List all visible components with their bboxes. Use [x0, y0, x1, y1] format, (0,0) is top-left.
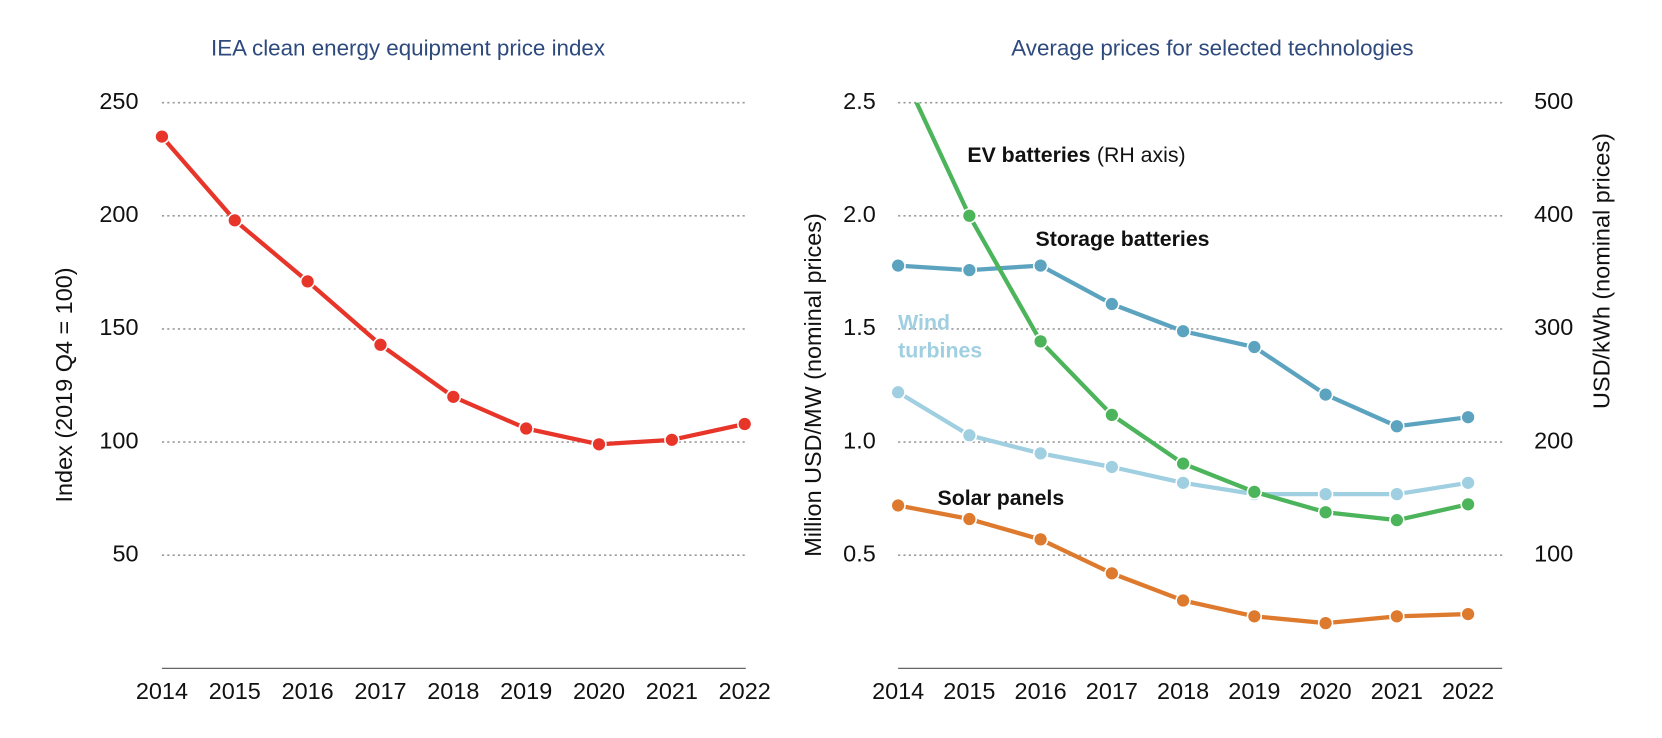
point	[154, 128, 170, 145]
point	[372, 337, 389, 353]
point	[1460, 496, 1476, 513]
y-tick-label: 2.5	[843, 88, 876, 114]
point	[445, 389, 462, 405]
point	[1389, 608, 1405, 625]
x-tick-label: 2015	[943, 678, 995, 704]
series-name: EV batteries	[967, 143, 1090, 167]
point	[1317, 504, 1334, 520]
y-tick-label: 1.5	[843, 314, 876, 340]
point	[961, 262, 978, 278]
y-tick-label: 0.5	[843, 540, 876, 566]
y2-axis-label: USD/kWh (nominal prices)	[1589, 133, 1615, 409]
point	[890, 257, 906, 274]
x-tick-label: 2021	[1371, 678, 1423, 704]
point	[1317, 615, 1334, 631]
x-tick-label: 2015	[209, 678, 261, 704]
point	[518, 420, 534, 437]
point	[1389, 486, 1405, 502]
point	[1175, 455, 1191, 472]
line	[914, 102, 1469, 523]
x-tick-label: 2018	[427, 678, 479, 704]
y-axis-label: Million USD/MW (nominal prices)	[800, 213, 826, 557]
point	[1460, 409, 1476, 425]
point	[891, 56, 905, 70]
x-tick-label: 2020	[1300, 678, 1352, 704]
x-tick-label: 2014	[872, 678, 924, 704]
plot	[154, 128, 753, 453]
y2-tick-label: 300	[1534, 314, 1573, 340]
point	[1389, 512, 1405, 528]
point	[1389, 418, 1405, 434]
point	[1032, 445, 1049, 462]
point	[1246, 484, 1263, 500]
x-tick-label: 2020	[573, 678, 625, 704]
point	[1104, 407, 1120, 423]
point	[1032, 531, 1049, 548]
point	[961, 427, 978, 444]
point	[1032, 257, 1049, 274]
chart-title: Average prices for selected technologies	[1011, 35, 1413, 60]
series-label-text: Wind turbines	[898, 311, 983, 363]
x-tick-label: 2022	[1442, 678, 1494, 704]
x-tick-label: 2019	[1228, 678, 1280, 704]
y-tick-label: 150	[99, 314, 138, 340]
point	[961, 511, 978, 527]
chart-title: IEA clean energy equipment price index	[211, 35, 605, 60]
series-label: EV batteries (RH axis)	[967, 143, 1185, 167]
point	[1246, 608, 1263, 625]
series-name: Storage batteries	[1036, 227, 1210, 251]
x-tick-label: 2019	[500, 678, 552, 704]
point	[1317, 486, 1334, 502]
point	[890, 384, 906, 401]
point	[1175, 475, 1191, 491]
x-tick-label: 2016	[1015, 678, 1067, 704]
point	[1032, 333, 1049, 350]
plot	[890, 56, 1476, 631]
y-tick-label: 100	[99, 427, 138, 453]
series-name: Solar panels	[938, 486, 1065, 510]
point	[736, 416, 753, 432]
y-tick-label: 2.0	[843, 201, 876, 227]
y2-tick-label: 500	[1534, 88, 1573, 114]
point	[1104, 296, 1120, 312]
point	[1246, 339, 1263, 355]
point	[1317, 386, 1334, 403]
series-label: Storage batteries	[1036, 227, 1210, 251]
point	[299, 273, 316, 290]
x-tick-label: 2016	[282, 678, 334, 704]
y-tick-label: 50	[112, 540, 138, 566]
y2-tick-label: 100	[1534, 540, 1573, 566]
x-tick-label: 2014	[136, 678, 188, 704]
x-tick-label: 2017	[1086, 678, 1138, 704]
y-tick-label: 1.0	[843, 427, 876, 453]
y2-tick-label: 400	[1534, 201, 1573, 227]
point	[591, 436, 607, 453]
point	[1460, 475, 1476, 491]
point	[961, 208, 978, 224]
annotation: (RH axis)	[1097, 143, 1186, 167]
point	[1104, 459, 1120, 475]
point	[1104, 565, 1120, 582]
point	[1175, 323, 1191, 339]
series-label: Wind turbines	[898, 311, 983, 363]
point	[1460, 606, 1476, 622]
y-axis-label: Index (2019 Q4 = 100)	[51, 267, 77, 502]
series-label: Solar panels	[938, 486, 1065, 510]
y-tick-label: 250	[99, 88, 138, 114]
y-tick-label: 200	[99, 201, 138, 227]
point	[664, 432, 680, 448]
point	[227, 212, 243, 229]
x-tick-label: 2022	[719, 678, 771, 704]
x-tick-label: 2017	[354, 678, 406, 704]
x-tick-label: 2018	[1157, 678, 1209, 704]
point	[1175, 592, 1191, 609]
point	[890, 497, 906, 514]
y2-tick-label: 200	[1534, 427, 1573, 453]
x-tick-label: 2021	[646, 678, 698, 704]
